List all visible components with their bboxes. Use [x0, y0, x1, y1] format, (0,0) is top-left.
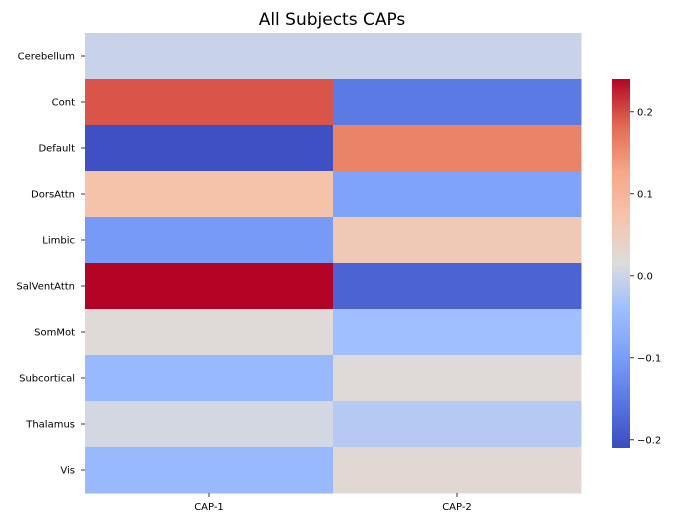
heatmap-cell [85, 125, 334, 172]
heatmap-cell [333, 125, 582, 172]
y-tick-label: Thalamus [25, 420, 75, 431]
y-tick-labels: Cerebellum Cont Default DorsAttn Limbic SalVe… [16, 52, 85, 477]
heatmap-cell [85, 217, 334, 264]
x-tick-label: CAP-2 [442, 502, 472, 513]
y-tick-label: Vis [60, 466, 75, 477]
y-tick-label: Subcortical [19, 374, 75, 385]
heatmap-cell [85, 263, 334, 310]
y-tick-label: Default [38, 144, 75, 155]
heatmap-cell [85, 401, 334, 448]
heatmap-cell [85, 171, 334, 218]
heatmap-cell [333, 401, 582, 448]
colorbar-tick-label: 0.1 [637, 189, 653, 200]
y-tick-label: SalVentAttn [16, 282, 75, 293]
heatmap-cell [85, 447, 334, 494]
colorbar-tick-label: 0.0 [637, 271, 653, 282]
colorbar: 0.2 0.1 0.0 −0.1 −0.2 [612, 79, 661, 448]
heatmap-cell [85, 33, 334, 80]
y-tick-label: SomMot [34, 328, 75, 339]
y-tick-label: Cont [52, 98, 75, 109]
heatmap-cells [85, 33, 582, 494]
heatmap-cell [333, 263, 582, 310]
heatmap-cell [333, 217, 582, 264]
heatmap-cell [333, 309, 582, 356]
x-tick-labels: CAP-1 CAP-2 [194, 493, 472, 513]
y-tick-label: Cerebellum [18, 52, 75, 63]
heatmap-cell [85, 309, 334, 356]
heatmap-cell [333, 447, 582, 494]
heatmap-cell [333, 33, 582, 80]
heatmap-cell [333, 79, 582, 126]
y-tick-label: Limbic [42, 236, 75, 247]
heatmap-cell [333, 171, 582, 218]
heatmap-cell [333, 355, 582, 402]
heatmap-cell [85, 355, 334, 402]
colorbar-ticks: 0.2 0.1 0.0 −0.1 −0.2 [630, 107, 661, 446]
y-tick-label: DorsAttn [31, 190, 75, 201]
heatmap-cell [85, 79, 334, 126]
chart-title: All Subjects CAPs [259, 10, 406, 30]
x-tick-label: CAP-1 [194, 502, 224, 513]
colorbar-tick-label: −0.2 [637, 435, 661, 446]
colorbar-tick-label: −0.1 [637, 353, 661, 364]
colorbar-tick-label: 0.2 [637, 107, 653, 118]
colorbar-gradient [612, 79, 630, 448]
